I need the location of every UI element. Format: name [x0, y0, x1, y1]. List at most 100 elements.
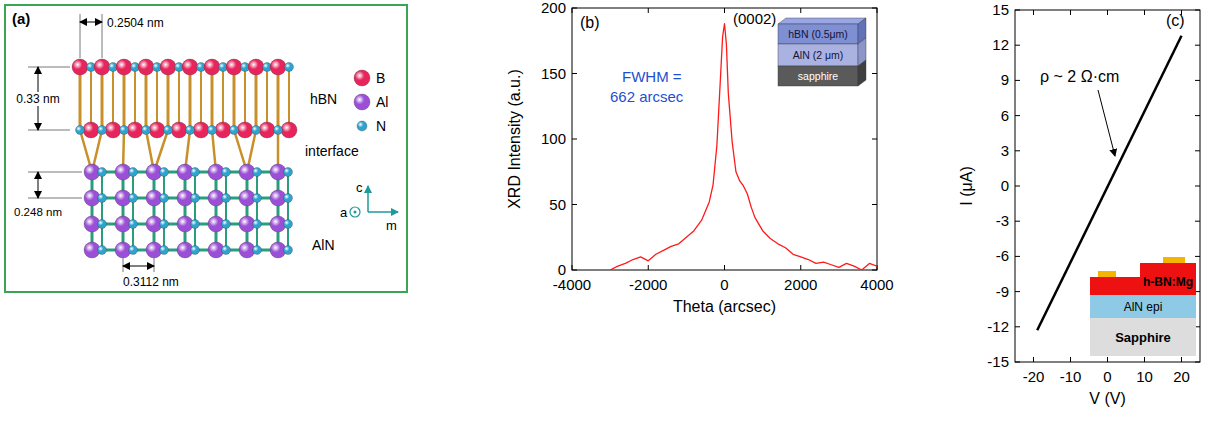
inset-label: AlN (2 μm) — [793, 49, 843, 61]
inset-layer — [778, 24, 858, 44]
panel-label: (a) — [12, 10, 30, 27]
atom — [274, 126, 283, 135]
x-axis-title: V (V) — [1089, 390, 1125, 407]
inset-label: AlN epi — [1124, 300, 1163, 314]
atom — [191, 168, 200, 177]
dimension-label: 0.248 nm — [14, 206, 62, 218]
panel-label: (b) — [580, 14, 600, 31]
data-line — [610, 24, 877, 270]
inset-side — [858, 60, 866, 86]
y-tick — [1195, 221, 1200, 222]
panel-frame — [5, 5, 407, 292]
bond — [189, 67, 192, 130]
bond — [244, 67, 246, 130]
inset-contact — [1098, 271, 1116, 277]
atom — [171, 122, 187, 138]
bond — [288, 67, 290, 130]
atom — [149, 122, 165, 138]
bond — [200, 67, 202, 130]
y-tick-label: -3 — [996, 212, 1009, 229]
legend-label: Al — [376, 94, 388, 110]
atom — [160, 168, 169, 177]
atom — [222, 168, 231, 177]
x-tick-label: -4000 — [553, 276, 591, 293]
legend-label: N — [376, 118, 386, 134]
x-tick — [1107, 10, 1108, 15]
atom — [127, 122, 143, 138]
layer-label: hBN — [310, 91, 337, 107]
atom — [116, 59, 132, 75]
inset-label: h-BN:Mg — [1143, 275, 1193, 289]
x-tick-label: 2000 — [784, 276, 817, 293]
fwhm-label: 662 arcsec — [610, 88, 684, 105]
atom — [230, 126, 239, 135]
atom — [208, 126, 217, 135]
atom — [164, 126, 173, 135]
legend-swatch — [357, 121, 367, 131]
bond — [277, 67, 280, 130]
atom — [72, 59, 88, 75]
guide-line — [154, 258, 155, 272]
y-tick-label: 200 — [541, 0, 566, 16]
y-tick-label: 50 — [549, 196, 566, 213]
annotation: ρ ~ 2 Ω·cm — [1040, 68, 1119, 85]
y-tick-label: 150 — [541, 65, 566, 82]
guide-line — [80, 14, 81, 58]
guide-line — [28, 130, 70, 131]
dimension-arrow — [80, 22, 102, 23]
y-tick — [572, 204, 577, 205]
x-tick — [1070, 357, 1071, 362]
x-tick — [648, 265, 649, 270]
y-tick-label: 15 — [992, 1, 1009, 18]
atom — [129, 194, 138, 203]
atom — [160, 246, 169, 255]
bond — [222, 67, 224, 130]
y-tick — [1195, 256, 1200, 257]
y-tick-label: -9 — [996, 283, 1009, 300]
panel-a: (a)0.2504 nm0.33 nm0.248 nm0.3112 nmhBNi… — [5, 5, 407, 292]
y-tick — [572, 73, 577, 74]
y-tick — [1015, 45, 1020, 46]
guide-line — [28, 198, 82, 199]
guide-line — [28, 172, 82, 173]
atom — [237, 122, 253, 138]
inset-layer — [778, 66, 858, 86]
axis-out-of-plane-dot — [354, 211, 357, 214]
bond — [101, 67, 104, 130]
plot-frame — [1015, 10, 1200, 362]
y-tick-label: 6 — [1001, 107, 1009, 124]
y-tick — [872, 204, 877, 205]
y-tick-label: 0 — [558, 261, 566, 278]
y-tick-label: 0 — [1001, 177, 1009, 194]
y-tick-label: -15 — [987, 353, 1009, 370]
y-tick — [1015, 326, 1020, 327]
x-tick-label: -20 — [1023, 368, 1045, 385]
atom — [191, 246, 200, 255]
y-tick — [872, 139, 877, 140]
x-tick-label: 0 — [1103, 368, 1111, 385]
y-tick — [1015, 80, 1020, 81]
x-tick — [800, 8, 801, 13]
atom — [284, 168, 293, 177]
atom — [285, 63, 294, 72]
atom — [129, 246, 138, 255]
bond — [255, 67, 258, 130]
legend-swatch — [354, 94, 370, 110]
y-tick — [1015, 256, 1020, 257]
atom — [259, 122, 275, 138]
x-tick-label: -2000 — [629, 276, 667, 293]
atom — [281, 122, 297, 138]
figure: (a)0.2504 nm0.33 nm0.248 nm0.3112 nmhBNi… — [0, 0, 1212, 428]
bond — [90, 67, 92, 130]
atom — [182, 59, 198, 75]
layer-label: interface — [305, 143, 359, 159]
x-tick-label: 4000 — [860, 276, 893, 293]
atom — [76, 126, 85, 135]
dimension-label: 0.2504 nm — [107, 16, 164, 30]
x-tick — [724, 8, 725, 13]
inset-hbn-low — [1090, 277, 1140, 295]
inset-label: sapphire — [798, 70, 838, 82]
atom — [105, 122, 121, 138]
atom — [98, 220, 107, 229]
atom — [186, 126, 195, 135]
